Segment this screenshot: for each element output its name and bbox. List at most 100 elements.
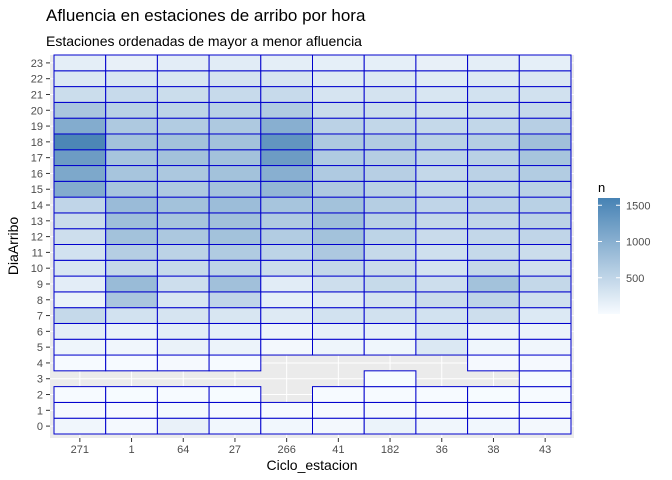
heatmap-tile [467, 180, 520, 198]
heatmap-tile [208, 307, 262, 324]
heatmap-tile [467, 54, 520, 72]
heatmap-tile [518, 417, 572, 435]
heatmap-tile [260, 401, 313, 419]
y-tick-label: 5 [37, 342, 43, 354]
heatmap-tile [53, 101, 107, 119]
y-tick-label: 1 [37, 405, 43, 417]
heatmap-tile [156, 338, 210, 356]
heatmap-tile [208, 180, 262, 198]
heatmap-tile [363, 228, 417, 245]
heatmap-tile [260, 133, 313, 151]
heatmap-tile [363, 101, 417, 119]
heatmap-tile [363, 117, 417, 135]
heatmap-tile [53, 338, 107, 356]
heatmap-tile [415, 417, 469, 435]
heatmap-tile [156, 165, 210, 182]
heatmap-tile [415, 259, 469, 277]
heatmap-tile [53, 180, 107, 198]
heatmap-tile [105, 196, 158, 214]
heatmap-tile [467, 165, 520, 182]
heatmap-tile [518, 401, 572, 419]
heatmap-tile [518, 370, 572, 388]
heatmap-tile [312, 291, 365, 309]
heatmap-tile [208, 133, 262, 151]
heatmap-tile [467, 401, 520, 419]
heatmap-tile [518, 307, 572, 324]
heatmap-tile [415, 291, 469, 309]
heatmap-tile [467, 70, 520, 88]
heatmap-tile [518, 196, 572, 214]
heatmap-tile [363, 180, 417, 198]
heatmap-tile [208, 338, 262, 356]
heatmap-tile [208, 322, 262, 340]
heatmap-tile [312, 165, 365, 182]
heatmap-tile [105, 275, 158, 293]
x-tick-label: 64 [177, 444, 189, 456]
heatmap-tile [312, 244, 365, 261]
heatmap-tile [518, 244, 572, 261]
heatmap-tile [53, 228, 107, 245]
heatmap-tile [105, 386, 158, 403]
heatmap-tile [363, 212, 417, 230]
heatmap-tile [105, 117, 158, 135]
heatmap-tile [312, 180, 365, 198]
y-tick-label: 14 [31, 200, 43, 212]
heatmap-tile [53, 196, 107, 214]
heatmap-tile [260, 117, 313, 135]
heatmap-tile [312, 117, 365, 135]
heatmap-tile [105, 259, 158, 277]
heatmap-tile [105, 70, 158, 88]
y-tick-label: 18 [31, 137, 43, 149]
heatmap-tile [105, 101, 158, 119]
heatmap-tile [467, 86, 520, 103]
heatmap-tile [260, 322, 313, 340]
heatmap-tile [518, 133, 572, 151]
heatmap-tile [105, 165, 158, 182]
heatmap-tile [467, 338, 520, 356]
heatmap-tile [518, 180, 572, 198]
heatmap-tile [363, 70, 417, 88]
heatmap-tile [105, 244, 158, 261]
heatmap-tile [53, 354, 107, 372]
heatmap-tile [518, 117, 572, 135]
heatmap-tile [208, 101, 262, 119]
heatmap-tile [156, 133, 210, 151]
heatmap-tile [312, 133, 365, 151]
heatmap-tile [156, 54, 210, 72]
y-tick-label: 23 [31, 58, 43, 70]
heatmap-tile [53, 133, 107, 151]
heatmap-tile [156, 401, 210, 419]
heatmap-tile [260, 70, 313, 88]
heatmap-tile [53, 259, 107, 277]
legend-tick-label: 1500 [626, 200, 650, 212]
heatmap-tile [156, 212, 210, 230]
heatmap-tile [260, 228, 313, 245]
heatmap-tile [415, 228, 469, 245]
y-tick-label: 22 [31, 74, 43, 86]
heatmap-tile [208, 386, 262, 403]
y-tick-label: 9 [37, 279, 43, 291]
heatmap-tile [415, 275, 469, 293]
heatmap-tile [53, 54, 107, 72]
heatmap-tile [467, 133, 520, 151]
heatmap-tile [312, 101, 365, 119]
y-tick-label: 2 [37, 390, 43, 402]
heatmap-tile [105, 307, 158, 324]
heatmap-tile [156, 149, 210, 167]
heatmap-tile [105, 86, 158, 103]
y-axis-title: DiaArribo [5, 217, 21, 276]
heatmap-tile [312, 212, 365, 230]
heatmap-tile [415, 212, 469, 230]
heatmap-tile [518, 70, 572, 88]
heatmap-tile [208, 70, 262, 88]
heatmap-tile [415, 180, 469, 198]
heatmap-tile [467, 117, 520, 135]
heatmap-tile [467, 322, 520, 340]
heatmap-tile [156, 417, 210, 435]
y-tick-label: 13 [31, 216, 43, 228]
heatmap-tile [156, 70, 210, 88]
x-tick-label: 43 [539, 444, 551, 456]
heatmap-tile [105, 149, 158, 167]
heatmap-tile [312, 307, 365, 324]
